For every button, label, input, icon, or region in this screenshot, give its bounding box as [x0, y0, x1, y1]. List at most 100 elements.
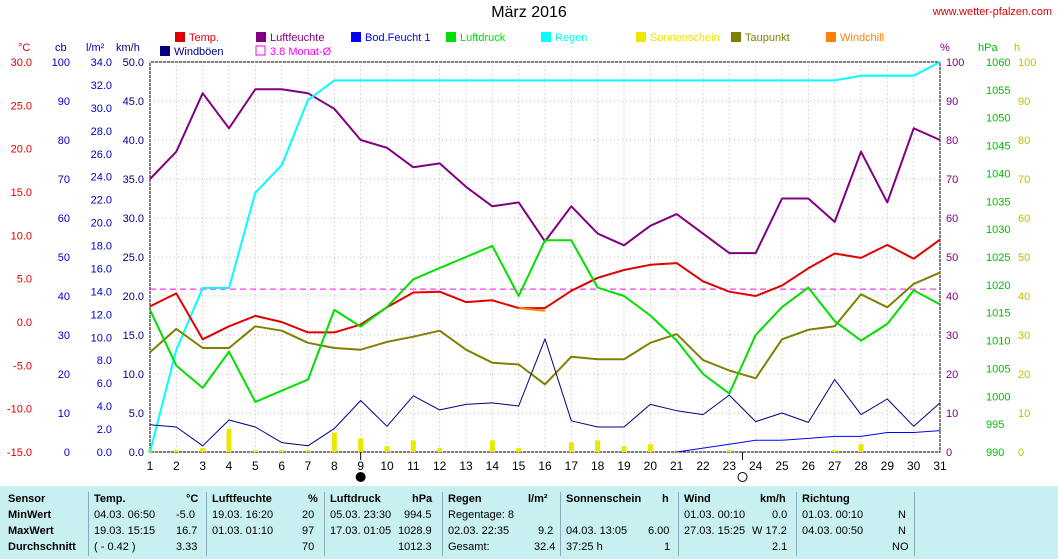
axis-tick-temp: -10.0	[7, 404, 32, 416]
sunshine-bar	[832, 450, 838, 452]
x-tick-label: 15	[512, 459, 526, 473]
axis-tick-cb: 30	[58, 330, 70, 342]
axis-tick-rain: 10.0	[91, 332, 112, 344]
series-line-luftdruck	[149, 239, 941, 403]
x-tick-label: 1	[147, 459, 154, 473]
sunshine-bar	[358, 438, 364, 452]
temp-max-value: 16.7	[176, 525, 198, 537]
axis-tick-hum: 40	[946, 291, 958, 303]
rain-unit: l/m²	[528, 493, 548, 505]
press-avg-value: 1012.3	[398, 541, 432, 553]
legend-label-7: Windchill	[840, 32, 884, 44]
axis-tick-press: 1035	[986, 196, 1010, 208]
dir-avg-value: NO	[892, 541, 909, 553]
axis-tick-rain: 20.0	[91, 218, 112, 230]
axis-tick-press: 1060	[986, 57, 1010, 69]
sunshine-bar	[595, 440, 601, 452]
sun-header: Sonnenschein	[566, 493, 642, 505]
axis-tick-rain: 22.0	[91, 195, 112, 207]
axis-tick-hum: 20	[946, 369, 958, 381]
legend-swatch	[160, 46, 170, 56]
x-tick-label: 11	[407, 459, 420, 473]
x-tick-label: 8	[331, 459, 338, 473]
x-tick-label: 21	[670, 459, 684, 473]
axis-unit-rain: l/m²	[86, 42, 105, 54]
sun-max-time: 04.03. 13:05	[566, 525, 628, 537]
sunshine-bar	[516, 448, 522, 452]
axis-tick-cb: 10	[58, 408, 70, 420]
axis-tick-rain: 28.0	[91, 126, 112, 138]
axis-tick-wind: 45.0	[123, 96, 144, 108]
x-tick-label: 6	[278, 459, 285, 473]
legend-swatch	[351, 32, 361, 42]
x-tick-label: 31	[933, 459, 947, 473]
temp-max-time: 19.03. 15:15	[94, 525, 156, 537]
legend-swatch	[636, 32, 646, 42]
temp-min-value: -5.0	[176, 509, 195, 521]
full-moon-icon	[737, 472, 748, 482]
legend-label-4: Regen	[555, 32, 587, 44]
legend-label-6: Taupunkt	[745, 32, 790, 44]
hum-max-time: 01.03. 01:10	[212, 525, 274, 537]
x-tick-label: 4	[226, 459, 233, 473]
temp-header: Temp.	[94, 493, 126, 505]
sunshine-bar	[489, 440, 495, 452]
axis-tick-sun: 10	[1018, 408, 1030, 420]
rain-max-time: 02.03. 22:35	[448, 525, 510, 537]
temp-avg-note: ( - 0.42 )	[94, 541, 136, 553]
axis-tick-press: 1050	[986, 113, 1010, 125]
x-tick-label: 25	[775, 459, 789, 473]
axis-tick-press: 1040	[986, 168, 1010, 180]
axis-tick-cb: 80	[58, 135, 70, 147]
series-line-bod-feucht-1	[676, 430, 941, 453]
axis-tick-cb: 40	[58, 291, 70, 303]
axis-unit-temp: °C	[18, 42, 30, 54]
x-tick-label: 10	[380, 459, 394, 473]
legend-label-1: Luftfeuchte	[270, 32, 324, 44]
summary-table: Sensor MinWert MaxWert Durchschnitt Temp…	[0, 486, 1058, 559]
x-tick-label: 7	[305, 459, 312, 473]
site-url[interactable]: www.wetter-pfalzen.com	[932, 6, 1052, 18]
legend-label-5: Sonnenschein	[650, 32, 720, 44]
axis-unit-press: hPa	[978, 42, 998, 54]
sunshine-bar	[279, 450, 285, 452]
hum-min-time: 19.03. 16:20	[212, 509, 274, 521]
axis-tick-hum: 50	[946, 252, 958, 264]
legend-label-0: Temp.	[189, 32, 219, 44]
axis-tick-rain: 8.0	[97, 355, 112, 367]
press-min-time: 05.03. 23:30	[330, 509, 392, 521]
legend-label-8: Windböen	[174, 46, 224, 58]
sun-avg-value: 1	[664, 541, 671, 553]
hum-max-value: 97	[302, 525, 315, 537]
wind-header: Wind	[684, 493, 711, 505]
sunshine-bar	[252, 450, 258, 452]
hum-unit: %	[308, 493, 318, 505]
x-tick-label: 22	[696, 459, 710, 473]
axis-tick-cb: 60	[58, 213, 70, 225]
sun-max-value: 6.00	[648, 525, 670, 537]
x-tick-label: 16	[538, 459, 552, 473]
temp-unit: °C	[186, 493, 199, 505]
axis-tick-rain: 18.0	[91, 241, 112, 253]
sunshine-bar	[437, 448, 443, 452]
axis-tick-wind: 25.0	[123, 252, 144, 264]
wind-min-value: 0.0	[772, 509, 788, 521]
axis-tick-hum: 70	[946, 174, 958, 186]
axis-tick-rain: 14.0	[91, 286, 112, 298]
axis-tick-rain: 4.0	[97, 401, 112, 413]
rain-max-value: 9.2	[538, 525, 554, 537]
sunshine-bar	[568, 442, 574, 452]
x-tick-label: 17	[565, 459, 579, 473]
legend-label-2: Bod.Feucht 1	[365, 32, 430, 44]
axis-tick-hum: 100	[946, 57, 964, 69]
axis-tick-rain: 26.0	[91, 149, 112, 161]
axis-tick-hum: 30	[946, 330, 958, 342]
wind-min-time: 01.03. 00:10	[684, 509, 746, 521]
axis-tick-wind: 30.0	[123, 213, 144, 225]
axis-tick-wind: 0.0	[129, 447, 144, 459]
dir-max-value: N	[898, 525, 906, 537]
axis-tick-sun: 100	[1018, 57, 1036, 69]
axis-tick-cb: 70	[58, 174, 70, 186]
axis-tick-sun: 0	[1018, 447, 1024, 459]
sunshine-bar	[331, 432, 337, 452]
